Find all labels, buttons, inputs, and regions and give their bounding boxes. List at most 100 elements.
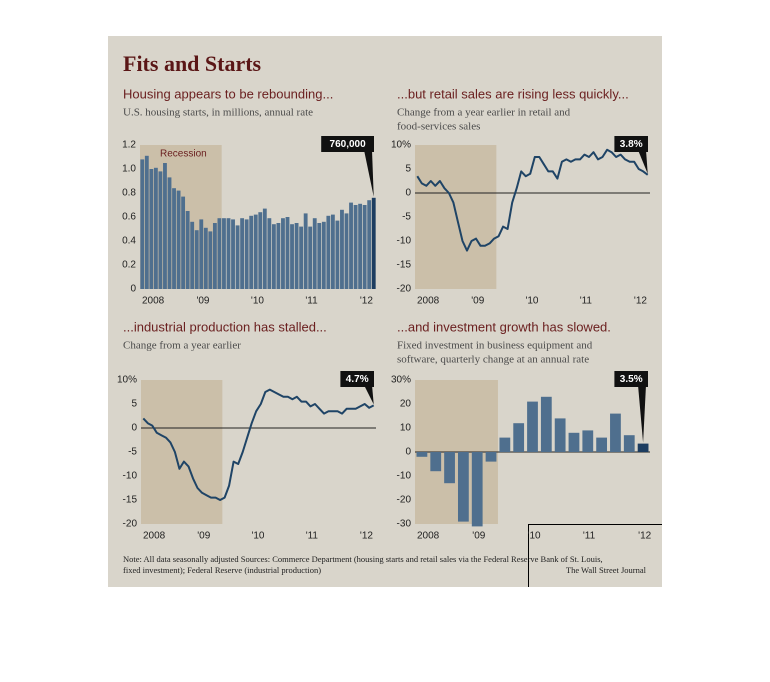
bar [416, 452, 428, 457]
bar [610, 413, 621, 452]
bar [167, 177, 172, 289]
bar [153, 167, 158, 289]
bar [312, 218, 317, 289]
bar [308, 226, 313, 289]
bar [190, 221, 195, 289]
recession-shade [140, 145, 222, 289]
x-tick-label: '09 [197, 531, 210, 542]
bar [299, 226, 304, 289]
bar [181, 196, 186, 289]
y-tick-label: 10 [400, 423, 412, 434]
bar [185, 211, 190, 289]
y-tick-label: 30% [391, 375, 411, 386]
x-tick-label: '11 [580, 296, 593, 307]
bar [582, 430, 594, 452]
y-tick-label: -10 [397, 236, 412, 247]
bar [226, 218, 231, 289]
y-tick-label: 10% [117, 375, 137, 386]
bar [294, 223, 299, 289]
x-tick-label: '11 [305, 296, 318, 307]
y-tick-label: 0.6 [122, 212, 136, 223]
x-tick-label: '10 [251, 531, 264, 542]
bar [471, 452, 483, 527]
y-tick-label: -20 [397, 284, 412, 295]
callout-label: 4.7% [346, 374, 369, 385]
footnote-line: Note: All data seasonally adjusted Sourc… [123, 554, 603, 564]
callout-box [614, 136, 648, 152]
bar [194, 230, 199, 289]
y-tick-label: -20 [123, 519, 138, 530]
bar [358, 203, 363, 289]
callout-label: 3.8% [620, 139, 643, 150]
y-tick-label: 0.4 [122, 236, 136, 247]
y-tick-label: 10% [391, 140, 411, 151]
bar [340, 209, 344, 289]
bar [271, 224, 276, 289]
y-tick-label: -15 [397, 260, 412, 271]
bar [149, 169, 154, 289]
y-tick-label: -5 [402, 212, 411, 223]
bar [158, 171, 163, 289]
x-tick-label: '10 [525, 296, 538, 307]
bar [362, 205, 367, 289]
y-tick-label: 1.0 [122, 164, 136, 175]
line-series [142, 388, 375, 501]
chart-title: Housing appears to be rebounding... [123, 86, 333, 101]
bar [144, 155, 149, 289]
bar [172, 188, 176, 289]
y-tick-label: 0 [131, 423, 137, 434]
x-tick-label: 2008 [143, 531, 166, 542]
bar [568, 432, 580, 452]
bar [231, 219, 235, 289]
y-tick-label: -30 [397, 519, 412, 530]
bar [176, 190, 181, 289]
bar [353, 205, 358, 289]
y-tick-label: -10 [397, 471, 412, 482]
bar [276, 223, 281, 289]
callout-pointer [638, 150, 648, 174]
bar [344, 213, 349, 289]
x-tick-label: '11 [583, 531, 596, 542]
bar [457, 452, 469, 522]
bar [199, 219, 204, 289]
bar [335, 220, 340, 289]
bar [326, 215, 331, 289]
bar [554, 418, 566, 452]
bar [285, 217, 290, 289]
x-tick-label: '12 [360, 296, 373, 307]
y-tick-label: 1.2 [122, 140, 136, 151]
y-tick-label: 0 [405, 447, 411, 458]
y-tick-label: -5 [128, 447, 137, 458]
x-tick-label: '12 [638, 531, 651, 542]
graphic-title: Fits and Starts [123, 51, 262, 76]
callout-pointer [364, 385, 374, 405]
y-tick-label: 5 [405, 164, 411, 175]
bar [203, 227, 208, 289]
chart-subtitle: Change from a year earlier [123, 340, 241, 352]
x-tick-label: '09 [471, 296, 484, 307]
callout-box [321, 136, 374, 152]
y-tick-label: -20 [397, 495, 412, 506]
x-tick-label: 2008 [417, 531, 440, 542]
callout-label: 760,000 [330, 139, 367, 150]
x-tick-label: 2008 [142, 296, 165, 307]
y-tick-label: -10 [123, 471, 138, 482]
chart-title: ...and investment growth has slowed. [397, 319, 611, 334]
footnote-line: fixed investment); Federal Reserve (indu… [123, 565, 321, 575]
y-tick-label: 0 [130, 284, 136, 295]
bar [317, 223, 322, 289]
bar [596, 437, 608, 452]
bar [258, 212, 263, 289]
bar [499, 437, 511, 452]
bar [249, 215, 254, 289]
bar [217, 218, 222, 289]
bar [222, 218, 226, 289]
chart-title: ...industrial production has stalled... [123, 319, 327, 334]
bar [330, 214, 335, 289]
callout-pointer [638, 385, 646, 443]
bar [527, 401, 538, 452]
credit: The Wall Street Journal [566, 565, 647, 575]
chart-subtitle: Change from a year earlier in retail and [397, 107, 571, 119]
chart-title: ...but retail sales are rising less quic… [397, 86, 629, 101]
